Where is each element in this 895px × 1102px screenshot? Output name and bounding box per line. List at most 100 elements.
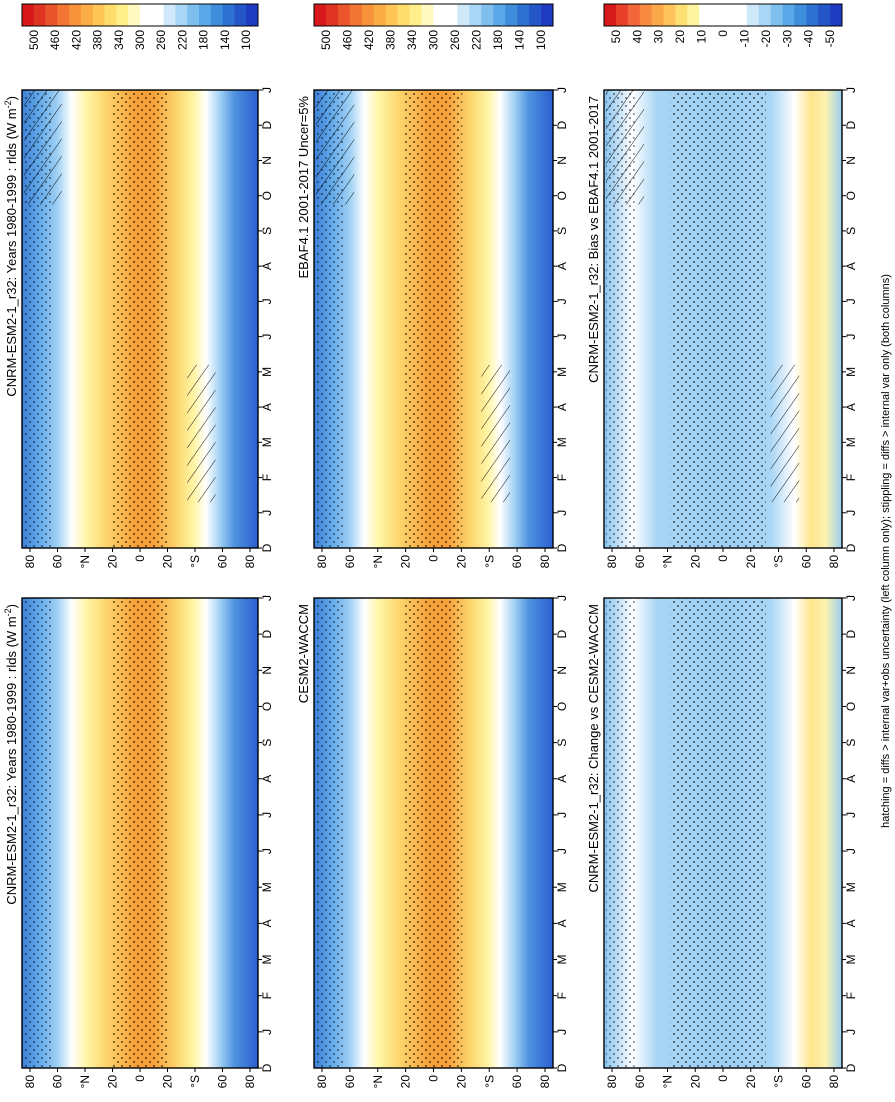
colorbar-bin [421, 4, 434, 26]
y-tick-label: 0 [427, 1075, 441, 1082]
colorbar-bin [246, 4, 259, 26]
y-tick-label: 80 [243, 1075, 257, 1089]
colorbar-label: 460 [340, 30, 354, 50]
panel-title: CNRM-ESM2-1_r32: Years 1980-1999 : rlds … [3, 96, 19, 397]
colorbar-bin [830, 4, 843, 26]
colorbar-bin [493, 4, 506, 26]
x-tick-label: A [844, 775, 858, 783]
colorbar-bin [445, 4, 458, 26]
colorbar-bin [349, 4, 363, 26]
colorbar-label: -30 [780, 30, 794, 48]
y-tick-label: 20 [744, 1075, 758, 1089]
panel-3: CNRM-ESM2-1_r32: Bias vs EBAF4.1 2001-20… [586, 3, 858, 569]
colorbar-bin [22, 4, 35, 26]
colorbar-bin [33, 4, 46, 26]
colorbar-bin [81, 4, 94, 26]
y-tick-label: 20 [454, 555, 468, 569]
colorbar-bin [687, 4, 700, 26]
panel-4: CNRM-ESM2-1_r32: Years 1980-1999 : rlds … [3, 595, 274, 1088]
y-tick-label: 20 [399, 1075, 413, 1089]
x-tick-label: O [260, 191, 274, 200]
colorbar-bin [675, 4, 688, 26]
y-tick-label: 80 [827, 555, 841, 569]
colorbar: 50 40 30 20 10 0 -10 -20 -30 -40 -50 [603, 3, 843, 48]
x-tick-label: N [844, 666, 858, 675]
hatching-region [770, 364, 800, 503]
panel-title: CNRM-ESM2-1_r32: Bias vs EBAF4.1 2001-20… [586, 96, 601, 383]
x-tick-label: N [555, 666, 569, 675]
colorbar-bin [651, 4, 664, 26]
x-tick-label: M [555, 955, 569, 965]
colorbar-label: 380 [91, 30, 105, 50]
colorbar-bin [469, 4, 482, 26]
x-tick-label: D [844, 543, 858, 552]
colorbar-label: 420 [362, 30, 376, 50]
colorbar-label: 340 [112, 30, 126, 50]
colorbar-bin [723, 4, 736, 26]
hatching-region [606, 90, 645, 205]
y-tick-label: 20 [106, 555, 120, 569]
y-tick-label: 60 [51, 555, 65, 569]
x-tick-label: D [260, 121, 274, 130]
colorbar-bin [337, 4, 351, 26]
x-tick-label: M [260, 437, 274, 447]
x-tick-label: J [555, 87, 569, 93]
y-tick-label: 80 [315, 1075, 329, 1089]
x-tick-label: J [555, 510, 569, 516]
y-tick-label: 80 [243, 555, 257, 569]
y-tick-label: °N [371, 555, 385, 568]
title-tail: ) [4, 96, 19, 100]
colorbar-bin [806, 4, 819, 26]
colorbar-bin [615, 4, 629, 26]
colorbar-bin [325, 4, 339, 26]
y-tick-label: 60 [633, 555, 647, 569]
colorbar-bin [758, 4, 771, 26]
y-tick-label: 80 [605, 1075, 619, 1089]
y-tick-label: 20 [161, 1075, 175, 1089]
colorbar-bin [782, 4, 795, 26]
y-tick-label: 60 [343, 555, 357, 569]
x-tick-label: F [555, 992, 569, 999]
colorbar-label: 0 [716, 30, 730, 37]
x-tick-label: S [844, 739, 858, 747]
x-tick-label: A [844, 262, 858, 270]
colorbar-bin [385, 4, 398, 26]
colorbar-bin [541, 4, 554, 26]
y-tick-label: 0 [716, 1075, 730, 1082]
colorbar-bin [433, 4, 446, 26]
y-tick-label: 80 [538, 555, 552, 569]
title-superscript: -2 [3, 100, 13, 108]
y-tick-label: 60 [799, 1075, 813, 1089]
x-tick-label: M [555, 882, 569, 892]
colorbar-bin [505, 4, 518, 26]
colorbar-bin [770, 4, 783, 26]
panel-2: EBAF4.1 2001-2017 Uncer=5% D J F M A M J J A S O N D J… [296, 3, 569, 569]
colorbar-label: -40 [802, 30, 816, 48]
colorbar-bin [57, 4, 70, 26]
y-tick-label: °N [661, 1075, 675, 1088]
colorbar-label: 220 [175, 30, 189, 50]
x-tick-label: S [260, 739, 274, 747]
colorbar-bin [481, 4, 494, 26]
x-tick-label: J [260, 298, 274, 304]
colorbar-label: 140 [513, 30, 527, 50]
x-tick-label: F [844, 474, 858, 481]
x-tick-label: O [844, 191, 858, 200]
x-tick-label: J [555, 298, 569, 304]
x-tick-label: O [555, 191, 569, 200]
y-tick-label: °N [371, 1075, 385, 1088]
y-tick-label: 60 [510, 1075, 524, 1089]
x-tick-label: S [844, 227, 858, 235]
colorbar-bin [794, 4, 807, 26]
panel-title: EBAF4.1 2001-2017 Uncer=5% [296, 96, 311, 279]
colorbar-bin [199, 4, 212, 26]
stippling-region [111, 90, 169, 548]
stippling-region [670, 598, 766, 1068]
colorbar-bin [140, 4, 153, 26]
y-tick-label: 20 [161, 555, 175, 569]
x-tick-label: A [844, 919, 858, 927]
colorbar-bin [734, 4, 748, 26]
stippling-region [24, 598, 53, 1068]
x-tick-label: D [844, 1063, 858, 1072]
x-tick-label: J [260, 87, 274, 93]
